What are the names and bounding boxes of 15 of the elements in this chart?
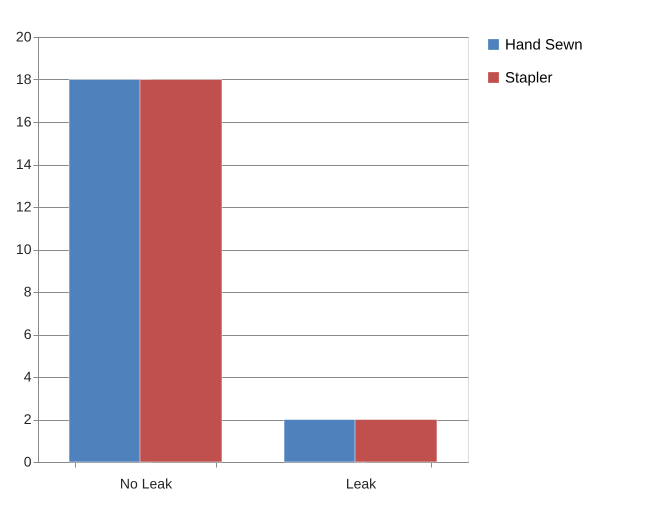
x-tick-label: No Leak [120, 476, 174, 492]
y-tick-label: 10 [16, 241, 32, 257]
y-tick-label: 20 [16, 28, 32, 44]
y-tick-label: 2 [24, 411, 32, 427]
legend-label: Stapler [505, 70, 553, 86]
x-tick-label: Leak [346, 476, 378, 492]
y-tick-label: 0 [24, 454, 32, 470]
legend-label: Hand Sewn [505, 36, 583, 54]
y-tick-label: 12 [16, 198, 32, 214]
y-tick-label: 16 [16, 114, 32, 130]
y-tick-label: 8 [24, 284, 32, 300]
y-tick-label: 18 [16, 71, 32, 87]
y-tick-label: 6 [24, 326, 32, 342]
y-tick-label: 4 [24, 368, 32, 384]
y-tick-label: 14 [16, 156, 32, 172]
